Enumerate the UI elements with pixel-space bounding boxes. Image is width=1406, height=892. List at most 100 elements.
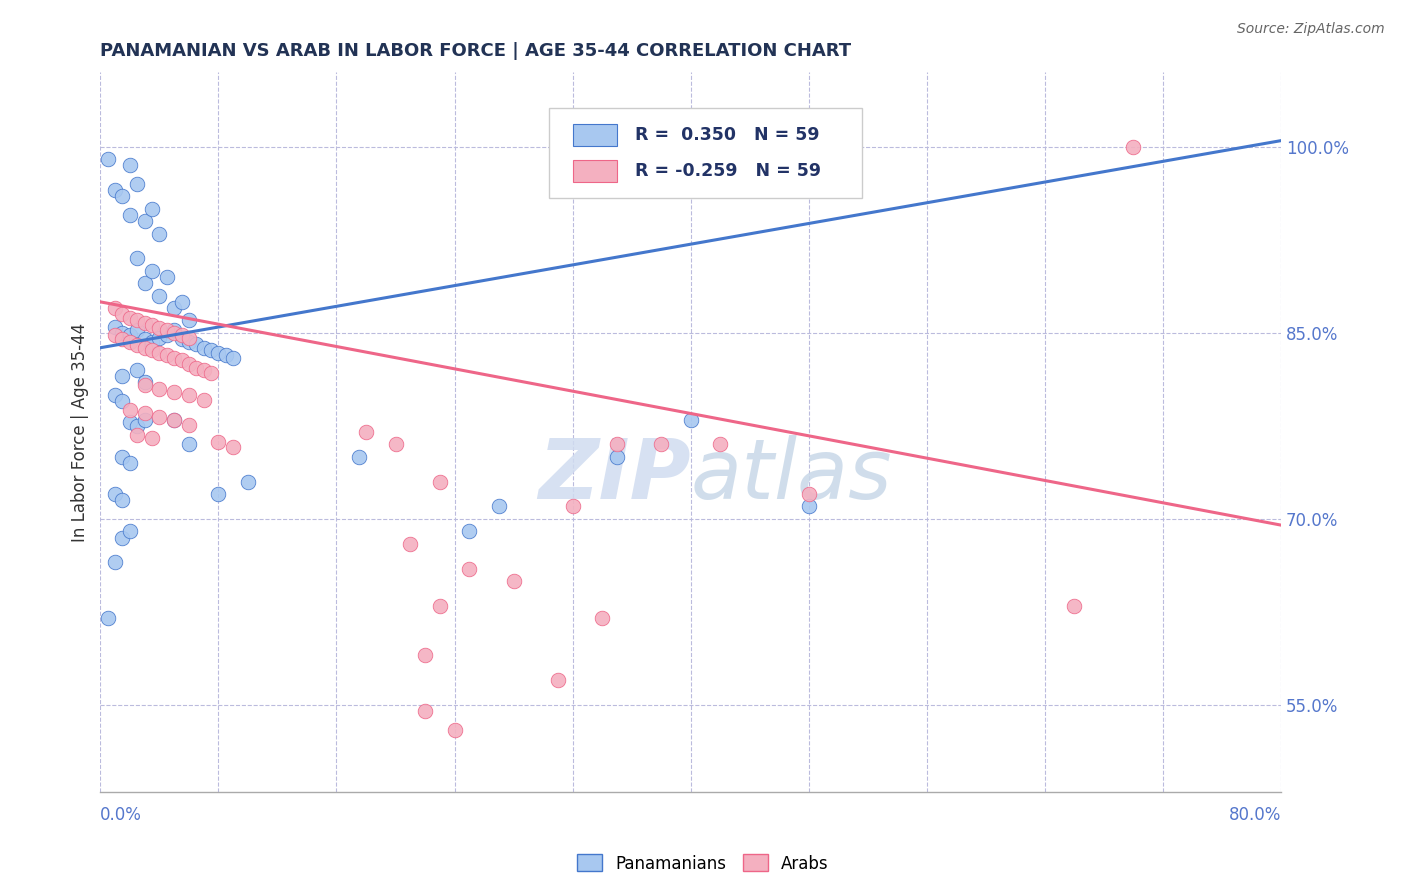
Point [118,328,141,343]
Point [429,475,451,489]
Point [104,555,127,569]
Point [156,323,179,337]
Point [127,363,149,377]
Point [148,382,170,396]
Point [97,153,120,167]
Y-axis label: In Labor Force | Age 35-44: In Labor Force | Age 35-44 [72,323,89,541]
Legend: Panamanians, Arabs: Panamanians, Arabs [571,847,835,880]
Text: R = -0.259   N = 59: R = -0.259 N = 59 [636,162,821,180]
Point [134,407,156,421]
Point [111,189,134,203]
Text: ZIP: ZIP [538,434,690,516]
Point [156,348,179,362]
Point [134,316,156,330]
Point [177,417,200,432]
Point [650,437,672,451]
Point [104,487,127,501]
Point [207,345,229,359]
Text: 80.0%: 80.0% [1229,806,1281,824]
Point [170,328,193,343]
Point [797,500,820,514]
Point [118,208,141,222]
Point [222,351,245,365]
Text: atlas: atlas [690,434,893,516]
Point [156,328,179,343]
Point [429,599,451,613]
Point [163,412,186,426]
Point [127,252,149,266]
Point [111,394,134,409]
Point [163,323,186,337]
Point [606,450,628,464]
Point [118,310,141,325]
Point [186,337,208,351]
Point [186,360,208,375]
Point [709,437,731,451]
Text: 0.0%: 0.0% [100,806,142,824]
Point [118,456,141,470]
Point [118,524,141,539]
Point [163,385,186,400]
Point [177,357,200,371]
Point [170,332,193,346]
Point [134,277,156,291]
Point [207,487,229,501]
Point [127,323,149,337]
Point [1063,599,1085,613]
Point [399,537,422,551]
Point [148,288,170,302]
Point [163,351,186,365]
Point [127,427,149,442]
Point [591,611,613,625]
Point [458,524,481,539]
Point [177,313,200,327]
Point [413,648,436,663]
Point [97,611,120,625]
Point [127,313,149,327]
Point [458,561,481,575]
Point [170,294,193,309]
Point [111,531,134,545]
Point [163,326,186,340]
Point [148,227,170,241]
Point [193,341,215,355]
Point [148,410,170,425]
Point [200,366,222,380]
Point [118,415,141,429]
Point [384,437,406,451]
Point [111,326,134,340]
Point [502,574,524,588]
Point [134,376,156,390]
Bar [572,161,617,182]
Point [141,318,163,333]
Point [141,334,163,349]
Point [354,425,377,439]
Bar [572,124,617,145]
Point [118,402,141,417]
Point [104,183,127,197]
Point [547,673,569,687]
Point [148,345,170,359]
Point [443,723,465,737]
Point [200,343,222,358]
Point [141,202,163,216]
Point [134,332,156,346]
Point [156,270,179,285]
Point [148,321,170,335]
Point [222,440,245,454]
Point [141,343,163,358]
Point [488,500,510,514]
Point [111,307,134,321]
Point [111,332,134,346]
Point [111,369,134,384]
Point [104,328,127,343]
Point [134,341,156,355]
Point [193,392,215,407]
Point [413,704,436,718]
Point [177,388,200,402]
Point [163,301,186,315]
Point [127,338,149,352]
Point [134,412,156,426]
Point [134,214,156,228]
Point [236,475,259,489]
